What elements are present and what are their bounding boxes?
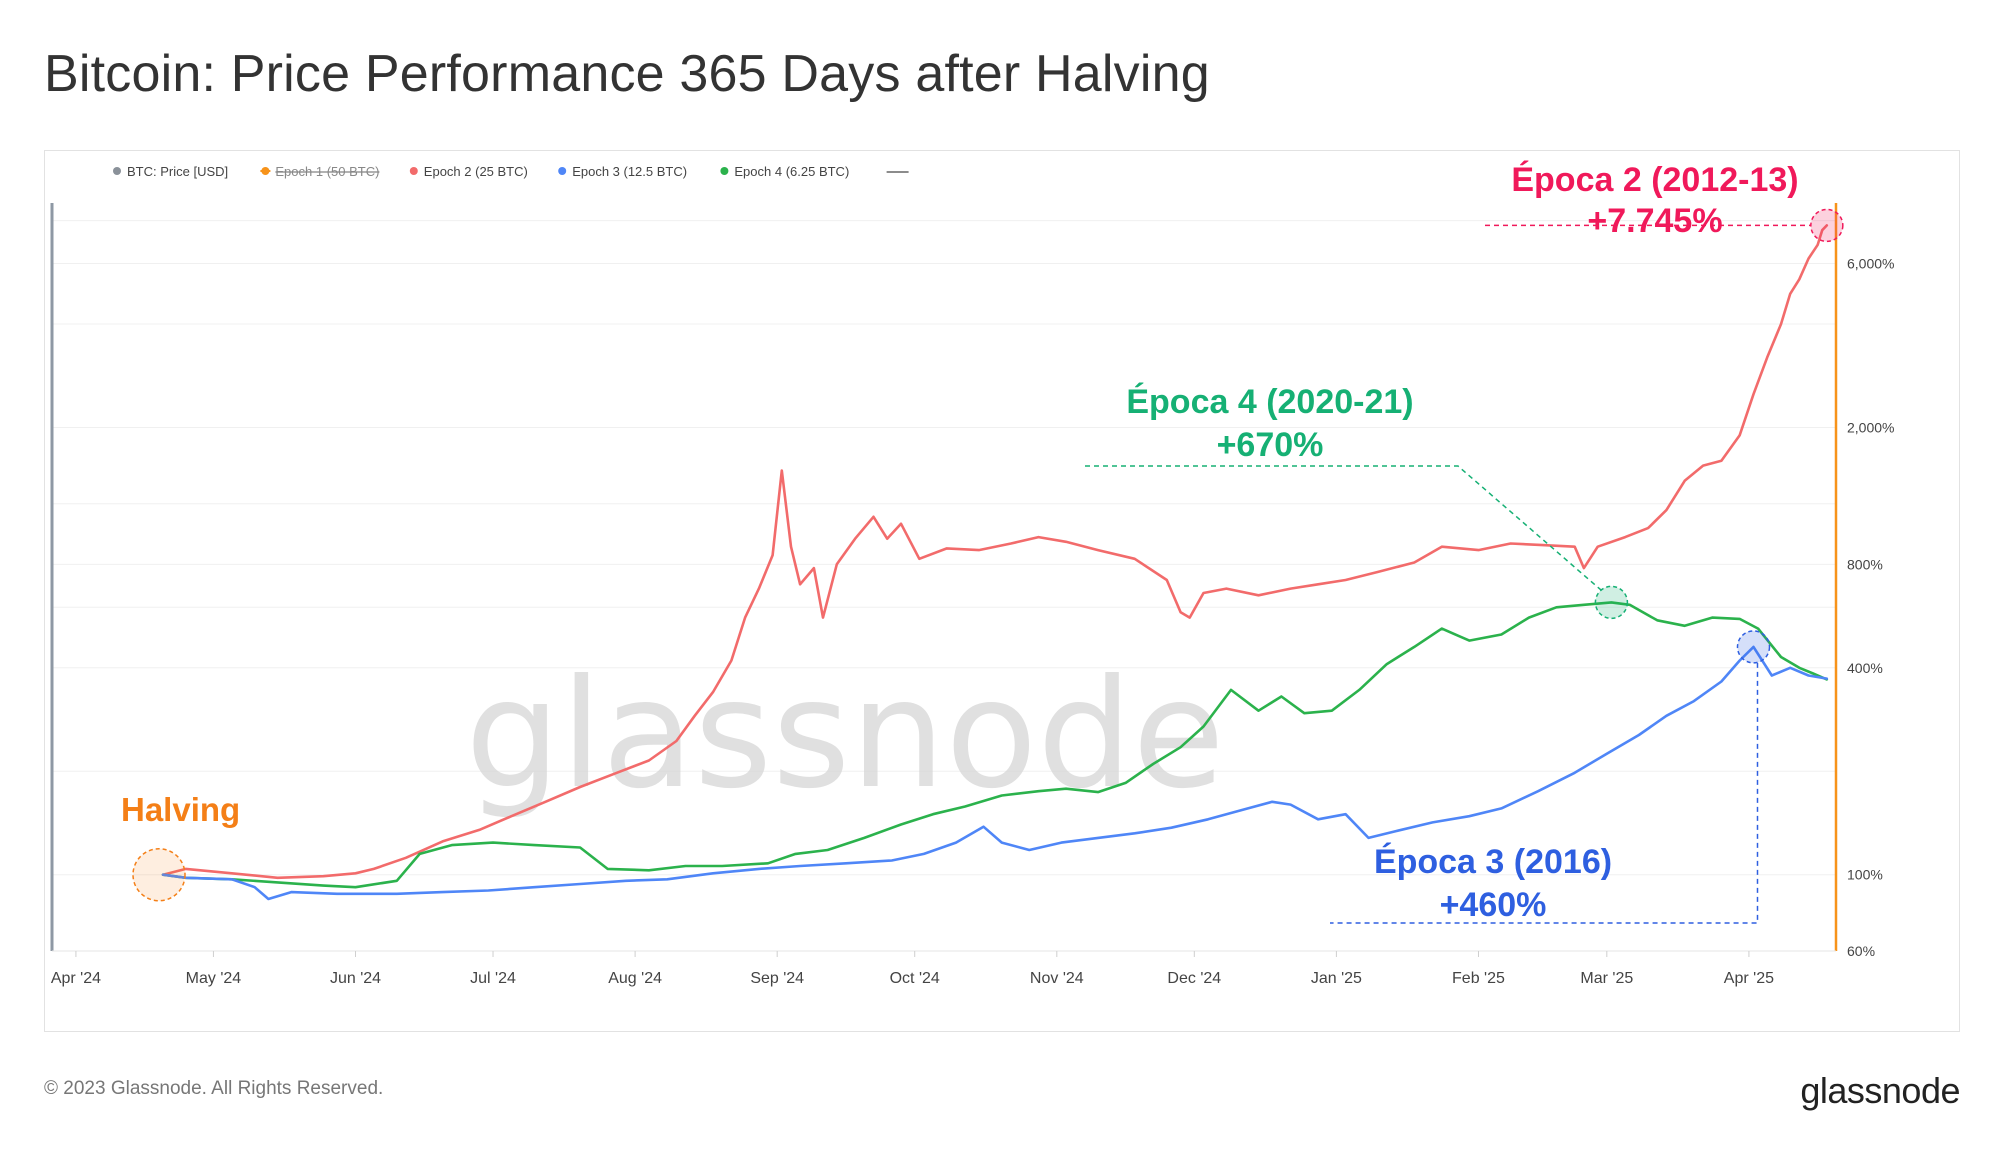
x-tick-label: Apr '25 bbox=[1724, 970, 1774, 987]
x-tick-label: Jan '25 bbox=[1311, 970, 1362, 987]
legend-label: Epoch 4 (6.25 BTC) bbox=[734, 164, 849, 179]
series-lines bbox=[161, 224, 1829, 901]
footer-logo: glassnode bbox=[1800, 1070, 1960, 1111]
legend-item: Epoch 2 (25 BTC) bbox=[409, 164, 528, 179]
x-tick-label: Aug '24 bbox=[608, 970, 662, 987]
annotation-value: +460% bbox=[1440, 886, 1547, 924]
annotation-title: Época 2 (2012-13) bbox=[1511, 161, 1798, 199]
legend-item: Epoch 1 (50 BTC) bbox=[260, 164, 379, 179]
x-tick-label: Jun '24 bbox=[330, 970, 381, 987]
y-axis-ticks: 60% 100% 400% 800% 2,000% 6,000% bbox=[1847, 256, 1894, 959]
legend-label: Epoch 2 (25 BTC) bbox=[424, 164, 528, 179]
x-tick-label: Nov '24 bbox=[1030, 970, 1084, 987]
page-title: Bitcoin: Price Performance 365 Days afte… bbox=[44, 45, 1210, 103]
legend-item: Epoch 3 (12.5 BTC) bbox=[558, 164, 687, 179]
x-axis-ticks: Apr '24 May '24 Jun '24 Jul '24 Aug '24 Sep '… bbox=[51, 951, 1774, 987]
chart: glassnode BTC: Price [USD] Epoch 1 (50 BT… bbox=[50, 161, 1894, 987]
footer-copyright: © 2023 Glassnode. All Rights Reserved. bbox=[44, 1078, 384, 1099]
grid-lines bbox=[53, 220, 1836, 952]
y-tick-label: 2,000% bbox=[1847, 420, 1894, 436]
y-tick-label: 800% bbox=[1847, 556, 1883, 572]
legend-label: Epoch 1 (50 BTC) bbox=[275, 164, 379, 179]
x-tick-label: Oct '24 bbox=[890, 970, 940, 987]
annotation-title: Época 4 (2020-21) bbox=[1126, 383, 1413, 421]
annotation-marker bbox=[1810, 208, 1844, 243]
legend: BTC: Price [USD] Epoch 1 (50 BTC) Epoch 2 … bbox=[113, 164, 909, 179]
legend-swatch bbox=[113, 167, 121, 175]
legend-swatch bbox=[409, 167, 418, 175]
legend-label: Epoch 3 (12.5 BTC) bbox=[572, 164, 687, 179]
legend-item: BTC: Price [USD] bbox=[113, 164, 228, 179]
y-tick-label: 100% bbox=[1847, 867, 1883, 883]
annotation-title: Halving bbox=[121, 791, 240, 828]
x-tick-label: Apr '24 bbox=[51, 970, 101, 987]
legend-swatch bbox=[720, 167, 729, 175]
annotation-marker bbox=[1594, 585, 1629, 620]
legend-label: BTC: Price [USD] bbox=[127, 164, 228, 179]
x-tick-label: Sep '24 bbox=[750, 970, 804, 987]
annotation-value: +670% bbox=[1217, 426, 1324, 464]
series-line bbox=[161, 645, 1829, 901]
y-tick-label: 60% bbox=[1847, 943, 1875, 959]
x-tick-label: Feb '25 bbox=[1452, 970, 1505, 987]
legend-swatch bbox=[261, 167, 270, 175]
series-line bbox=[161, 224, 1829, 880]
x-tick-label: Jul '24 bbox=[470, 970, 516, 987]
annotation-leader bbox=[1085, 465, 1602, 591]
watermark: glassnode bbox=[465, 648, 1224, 822]
legend-item: Epoch 4 (6.25 BTC) bbox=[720, 164, 849, 179]
annotation-value: +7.745% bbox=[1587, 202, 1722, 240]
chart-frame: glassnode BTC: Price [USD] Epoch 1 (50 BT… bbox=[44, 150, 1960, 1032]
annotations: Época 2 (2012-13)+7.745% Época 4 (2020-21… bbox=[121, 161, 1844, 924]
y-tick-label: 6,000% bbox=[1847, 256, 1894, 272]
legend-swatch bbox=[558, 167, 567, 175]
x-tick-label: May '24 bbox=[186, 970, 242, 987]
x-tick-label: Mar '25 bbox=[1580, 970, 1633, 987]
y-tick-label: 400% bbox=[1847, 660, 1883, 676]
annotation-marker bbox=[1736, 630, 1771, 664]
annotation-title: Época 3 (2016) bbox=[1374, 843, 1612, 881]
annotation-marker bbox=[132, 847, 186, 902]
x-tick-label: Dec '24 bbox=[1167, 970, 1221, 987]
